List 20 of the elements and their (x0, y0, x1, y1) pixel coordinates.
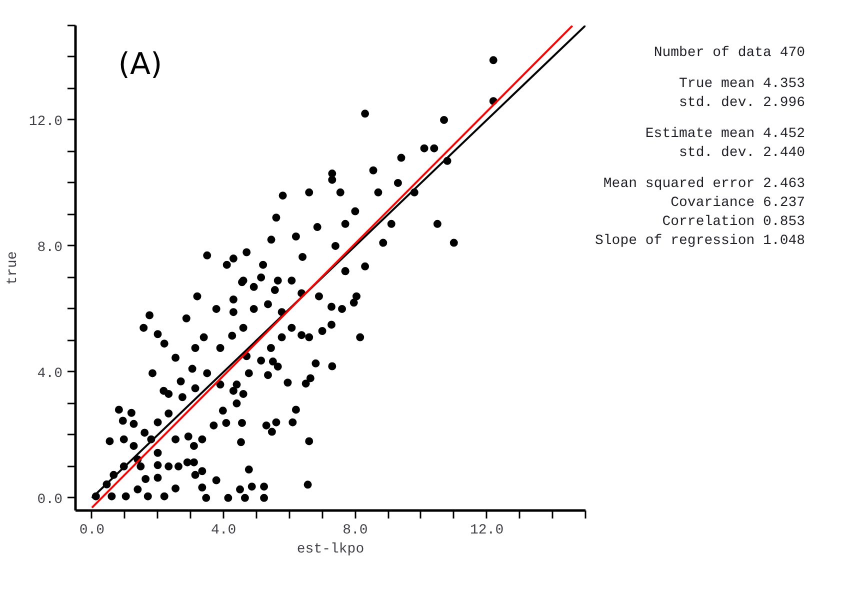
text: std. dev. 2.996 (678, 95, 806, 112)
x-tick-label: 12.0 (470, 522, 504, 538)
y-tick-label: 8.0 (37, 240, 63, 256)
text: Correlation 0.853 (661, 214, 806, 231)
x-axis-title: est-lkpo (296, 542, 364, 558)
x-tick-label: 0.0 (79, 522, 105, 538)
y-tick-label: 0.0 (37, 492, 63, 508)
text: Slope of regression 1.048 (595, 233, 806, 250)
x-tick-label: 8.0 (342, 522, 368, 538)
x-tick-label: 4.0 (210, 522, 236, 538)
text: True mean 4.353 (678, 76, 806, 93)
y-axis-title: true (4, 251, 21, 285)
y-tick-label: 12.0 (28, 114, 63, 130)
text: Number of data 470 (652, 45, 806, 62)
text: Mean squared error 2.463 (602, 176, 806, 193)
text: std. dev. 2.440 (678, 145, 806, 162)
text: Estimate mean 4.452 (644, 126, 806, 143)
text: Covariance 6.237 (670, 195, 806, 212)
text: (A) (118, 47, 162, 82)
y-tick-label: 4.0 (37, 366, 63, 382)
